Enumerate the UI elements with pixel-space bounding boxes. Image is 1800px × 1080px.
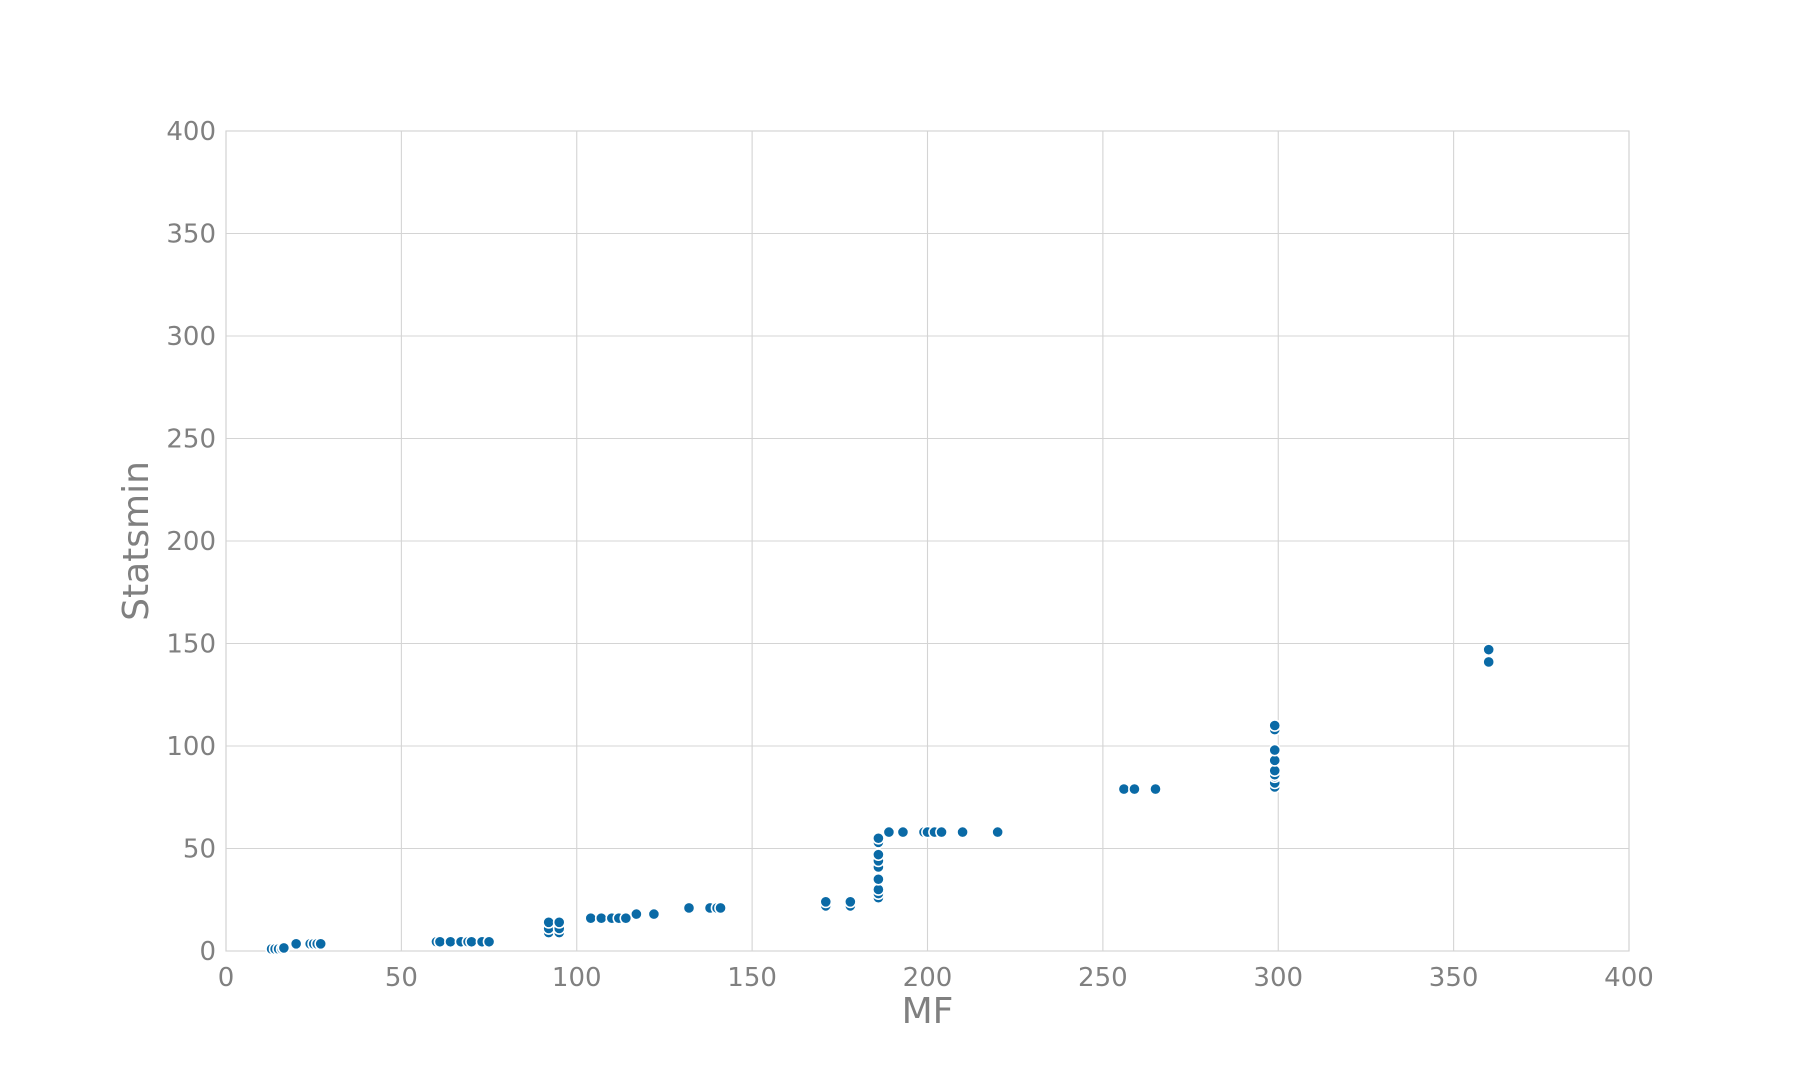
data-point bbox=[465, 935, 478, 949]
data-point bbox=[444, 935, 457, 949]
data-point bbox=[991, 825, 1005, 839]
data-point bbox=[871, 848, 885, 862]
data-point bbox=[871, 831, 885, 845]
data-point bbox=[935, 825, 948, 839]
data-point bbox=[882, 825, 896, 839]
data-point bbox=[682, 901, 696, 915]
data-point bbox=[871, 872, 885, 886]
y-tick-label: 50 bbox=[183, 835, 216, 865]
y-tick-label: 400 bbox=[166, 117, 216, 147]
data-point bbox=[819, 895, 833, 909]
data-point bbox=[482, 935, 496, 949]
data-point bbox=[1268, 743, 1282, 757]
data-point bbox=[1128, 782, 1141, 796]
y-tick-label: 100 bbox=[166, 732, 216, 762]
x-tick-label: 50 bbox=[385, 963, 418, 993]
data-point bbox=[289, 937, 303, 951]
data-point bbox=[714, 901, 727, 915]
x-tick-label: 200 bbox=[903, 963, 953, 993]
plot-area bbox=[225, 130, 1630, 952]
y-tick-label: 0 bbox=[199, 937, 216, 967]
y-tick-label: 300 bbox=[166, 322, 216, 352]
y-tick-label: 350 bbox=[166, 220, 216, 250]
data-point bbox=[619, 911, 633, 925]
x-tick-label: 300 bbox=[1253, 963, 1303, 993]
y-tick-label: 200 bbox=[166, 527, 216, 557]
data-point bbox=[594, 911, 608, 925]
y-tick-label: 150 bbox=[166, 630, 216, 660]
data-point bbox=[956, 825, 969, 839]
data-point bbox=[584, 911, 598, 925]
data-point bbox=[1482, 643, 1496, 657]
x-tick-label: 150 bbox=[727, 963, 777, 993]
data-point bbox=[843, 895, 857, 909]
data-point bbox=[433, 935, 447, 949]
data-points bbox=[265, 643, 1496, 956]
data-point bbox=[1149, 782, 1162, 796]
data-point bbox=[896, 825, 910, 839]
data-point bbox=[1482, 655, 1496, 669]
data-point bbox=[552, 915, 566, 929]
y-tick-label: 250 bbox=[166, 425, 216, 455]
x-tick-label: 350 bbox=[1429, 963, 1479, 993]
y-axis-label: Statsmin bbox=[116, 461, 157, 621]
x-tick-label: 250 bbox=[1078, 963, 1128, 993]
y-axis-ticks: 0 50 100 150 200 250 300 350 400 bbox=[166, 117, 216, 967]
data-point bbox=[1268, 719, 1282, 732]
data-point bbox=[647, 907, 661, 921]
data-point bbox=[1117, 782, 1131, 796]
x-tick-label: 400 bbox=[1604, 963, 1654, 993]
data-point bbox=[314, 937, 328, 951]
x-axis-ticks: 0 50 100 150 200 250 300 350 400 bbox=[218, 963, 1654, 993]
data-point bbox=[629, 907, 643, 921]
data-point bbox=[542, 915, 556, 929]
x-axis-label: MF bbox=[902, 991, 954, 1032]
x-tick-label: 100 bbox=[552, 963, 602, 993]
x-tick-label: 0 bbox=[218, 963, 235, 993]
data-point bbox=[277, 941, 291, 955]
